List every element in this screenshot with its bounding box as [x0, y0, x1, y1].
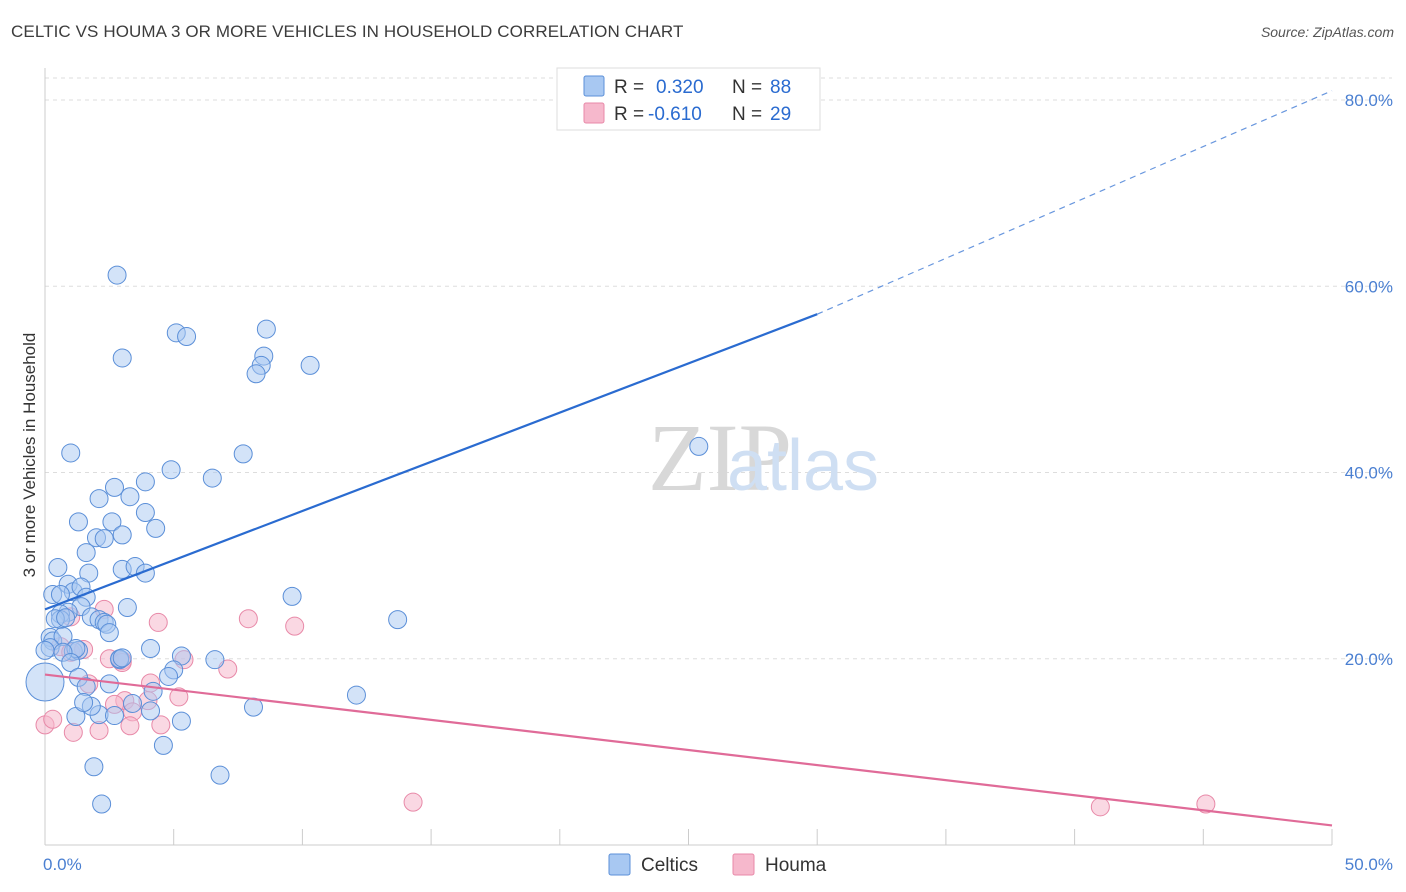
celtic-point [102, 512, 122, 532]
houma-point [238, 609, 258, 629]
celtic-point [68, 512, 88, 532]
celtic-point [107, 265, 127, 285]
legend-swatch-houma [583, 102, 605, 124]
celtic-point [210, 765, 230, 785]
celtic-point [123, 693, 143, 713]
celtic-point [177, 327, 197, 347]
celtic-point [35, 640, 55, 660]
legend-r-label-houma: R = [614, 104, 644, 125]
celtic-point [346, 685, 366, 705]
series-legend: Celtics Houma [608, 853, 827, 876]
celtic-point [171, 711, 191, 731]
celtic-point [202, 468, 222, 488]
celtic-point [246, 364, 266, 384]
celtic-point [112, 348, 132, 368]
bottom-legend-label-houma: Houma [765, 855, 827, 876]
celtic-point [84, 757, 104, 777]
celtic-point [56, 608, 76, 628]
legend-r-label-celtics: R = [614, 77, 644, 98]
legend-r-value-celtics: 0.320 [656, 77, 704, 98]
celtic-point [25, 662, 65, 702]
houma-point [285, 616, 305, 636]
celtic-point [74, 693, 94, 713]
celtic-point [61, 652, 81, 672]
legend-n-value-celtics: 88 [770, 77, 791, 98]
houma-point [1196, 794, 1216, 814]
celtic-point [92, 794, 112, 814]
houma-point [218, 659, 238, 679]
bottom-legend-label-celtics: Celtics [641, 855, 698, 876]
y-axis-label: 3 or more Vehicles in Household [20, 333, 39, 578]
celtic-point [117, 598, 137, 618]
celtic-point [146, 518, 166, 538]
houma-trend-line [44, 673, 1333, 827]
y-tick-label: 60.0% [1345, 277, 1393, 296]
celtic-point [61, 443, 81, 463]
celtic-point [112, 525, 132, 545]
houma-point [43, 709, 63, 729]
celtic-point [159, 666, 179, 686]
houma-point [151, 715, 171, 735]
celtic-point [143, 681, 163, 701]
celtic-point [135, 503, 155, 523]
celtic-point [153, 735, 173, 755]
watermark-zip: ZIP [648, 404, 792, 511]
celtic-point [120, 487, 140, 507]
y-tick-label: 40.0% [1345, 464, 1393, 483]
chart-title: CELTIC VS HOUMA 3 OR MORE VEHICLES IN HO… [11, 22, 684, 41]
celtic-trend-extension [816, 90, 1333, 315]
gridlines [45, 77, 1392, 660]
y-tick-label: 80.0% [1345, 91, 1393, 110]
bottom-legend-swatch-celtics [608, 853, 631, 876]
celtic-point [141, 639, 161, 659]
celtic-point [689, 436, 709, 456]
bottom-legend-swatch-houma [732, 853, 755, 876]
celtic-point [76, 543, 96, 563]
celtic-point [48, 557, 68, 577]
legend-n-label-houma: N = [732, 104, 762, 125]
celtic-point [300, 355, 320, 375]
celtic-point [104, 706, 124, 726]
celtic-point [89, 489, 109, 509]
legend-r-value-houma: -0.610 [648, 104, 702, 125]
houma-point [148, 612, 168, 632]
celtic-point [256, 319, 276, 339]
celtic-point [243, 697, 263, 717]
trend-lines [44, 90, 1333, 827]
x-tick-label: 0.0% [43, 855, 82, 874]
celtic-point [99, 623, 119, 643]
celtic-point [141, 701, 161, 721]
y-tick-labels: 20.0% 40.0% 60.0% 80.0% [1345, 91, 1393, 669]
x-tick-labels: 0.0% 50.0% [43, 855, 1393, 874]
houma-point [120, 716, 140, 736]
legend-swatch-celtics [583, 75, 605, 97]
houma-point [1090, 797, 1110, 817]
houma-points [35, 599, 1216, 817]
legend-n-value-houma: 29 [770, 104, 791, 125]
stats-legend: R = 0.320 N = 88 R = -0.610 N = 29 [556, 67, 821, 131]
celtic-point [104, 477, 124, 497]
y-tick-label: 20.0% [1345, 650, 1393, 669]
legend-n-label-celtics: N = [732, 77, 762, 98]
watermark-atlas: atlas [727, 426, 879, 506]
celtic-point [205, 650, 225, 670]
celtic-point [282, 586, 302, 606]
celtic-points [25, 265, 709, 814]
houma-point [169, 687, 189, 707]
celtic-point [135, 472, 155, 492]
celtic-point [388, 610, 408, 630]
x-tick-label: 50.0% [1345, 855, 1393, 874]
celtic-point [94, 529, 114, 549]
source-label: Source: ZipAtlas.com [1260, 24, 1394, 40]
celtic-point [233, 444, 253, 464]
houma-point [89, 720, 109, 740]
celtic-point [112, 648, 132, 668]
houma-point [403, 792, 423, 812]
celtic-point [161, 460, 181, 480]
houma-point [63, 722, 83, 742]
celtic-trend-line [44, 313, 818, 611]
